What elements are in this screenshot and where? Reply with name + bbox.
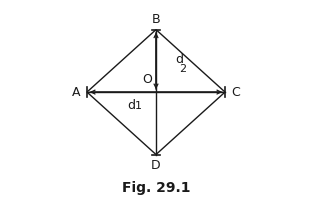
Text: d: d [175, 53, 183, 66]
Text: d: d [127, 99, 135, 112]
Text: O: O [142, 73, 152, 86]
Text: 1: 1 [135, 101, 142, 111]
Text: A: A [72, 86, 80, 99]
Text: D: D [151, 159, 161, 172]
Text: C: C [231, 86, 240, 99]
Text: 2: 2 [179, 64, 187, 74]
Text: B: B [152, 12, 160, 26]
Text: Fig. 29.1: Fig. 29.1 [122, 181, 190, 195]
